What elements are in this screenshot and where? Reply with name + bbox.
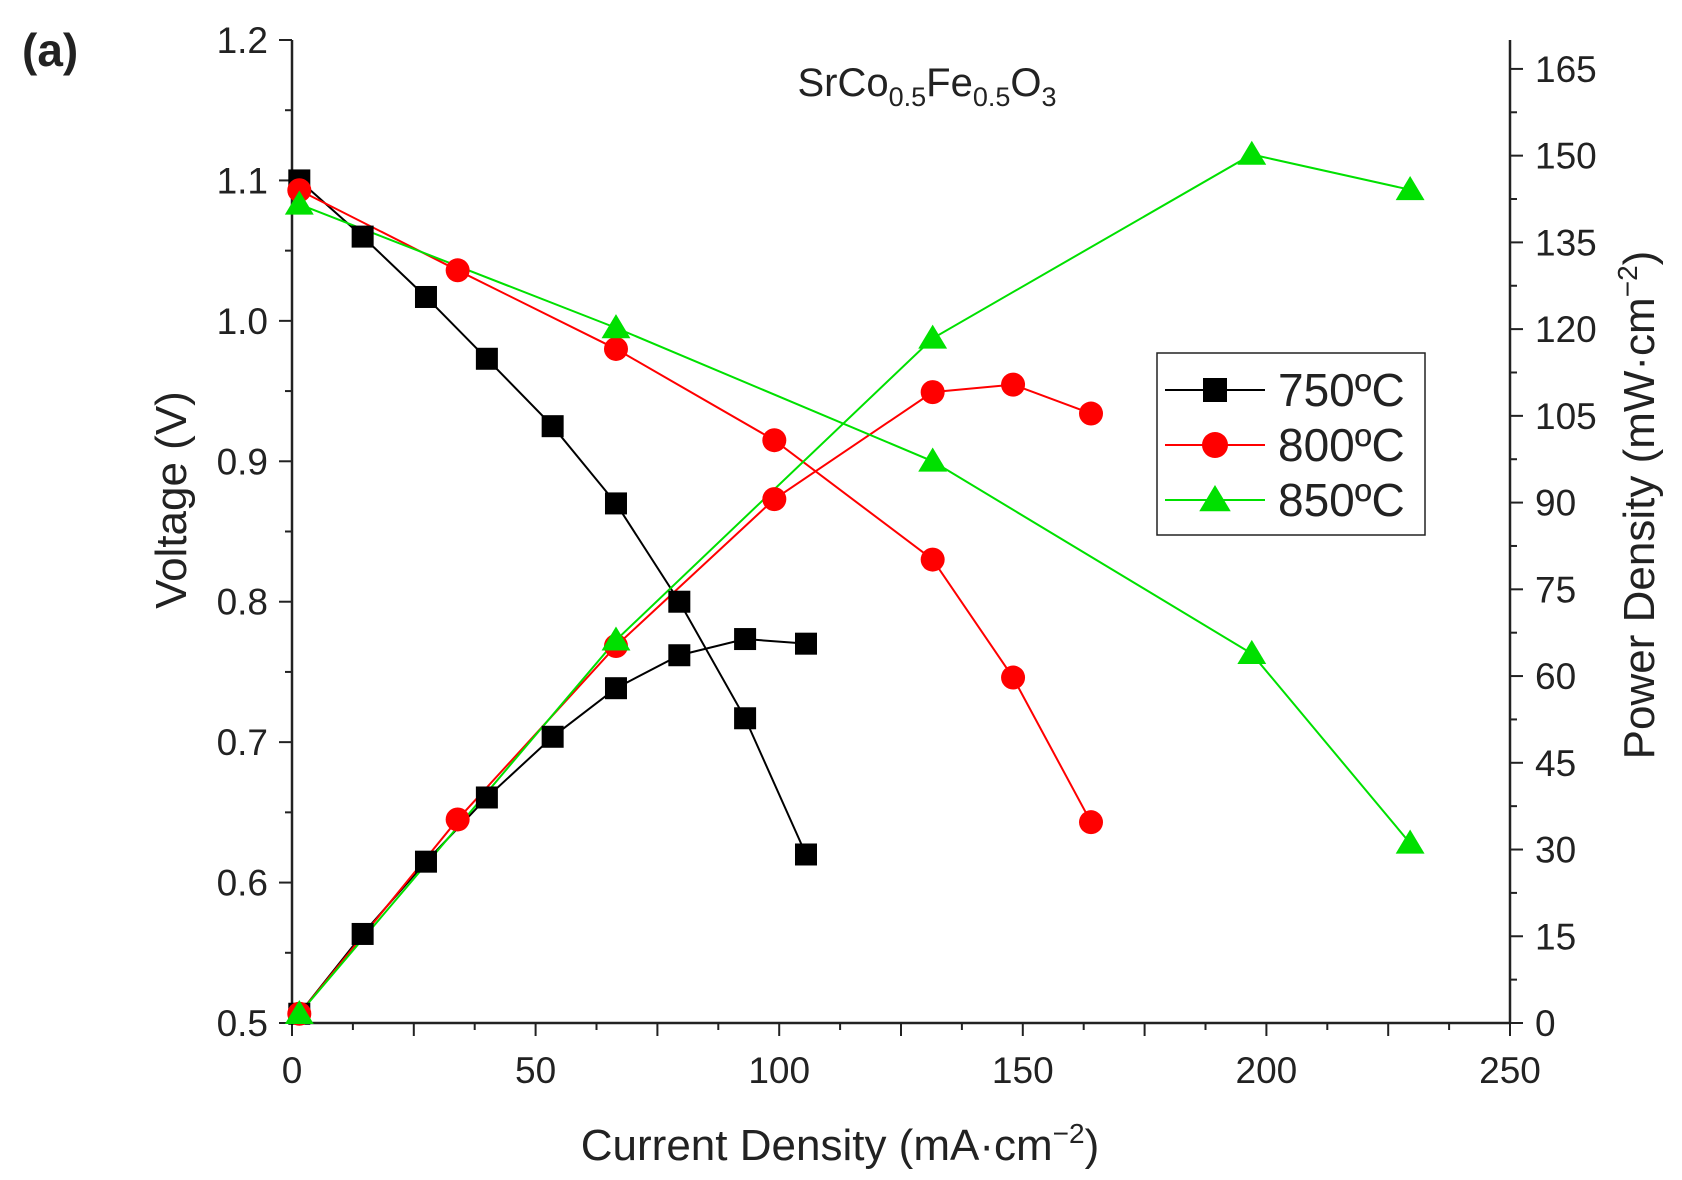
x-tick-label: 50	[515, 1050, 556, 1091]
power-point-750	[668, 644, 691, 667]
power-point-750	[734, 628, 757, 651]
y-right-tick-label: 135	[1535, 222, 1597, 263]
voltage-point-750	[351, 225, 374, 248]
chart-title: SrCo0.5Fe0.5O3	[797, 61, 1056, 112]
power-point-750	[414, 850, 437, 873]
x-axis-title: Current Density (mA·cm−2)	[581, 1118, 1099, 1170]
voltage-point-850	[284, 190, 314, 215]
voltage-point-800	[762, 428, 787, 453]
y-left-tick-label: 0.6	[217, 863, 268, 904]
power-point-850	[918, 324, 948, 349]
power-point-750	[475, 786, 498, 809]
power-point-750	[541, 725, 564, 748]
voltage-point-750	[475, 347, 498, 370]
power-point-800	[1079, 401, 1104, 426]
y-right-tick-label: 30	[1535, 830, 1576, 871]
x-tick-label: 200	[1236, 1050, 1298, 1091]
voltage-point-750	[541, 415, 564, 438]
y-left-tick-label: 0.9	[217, 441, 268, 482]
voltage-point-800	[603, 336, 628, 361]
power-point-850	[1237, 140, 1267, 165]
power-point-800	[762, 487, 787, 512]
power-point-750	[351, 922, 374, 945]
power-point-750	[794, 632, 817, 655]
voltage-point-800	[1079, 810, 1104, 835]
voltage-point-750	[794, 843, 817, 866]
voltage-point-800	[920, 547, 945, 572]
power-point-800	[445, 807, 470, 832]
power-point-750	[604, 677, 627, 700]
voltage-point-850	[1237, 639, 1267, 664]
y-right-tick-label: 0	[1535, 1003, 1556, 1044]
x-tick-label: 100	[748, 1050, 810, 1091]
y-right-tick-label: 165	[1535, 49, 1597, 90]
y-axis-right-title: Power Density (mW·cm−2)	[1612, 251, 1664, 760]
voltage-point-850	[1395, 829, 1425, 854]
y-right-tick-label: 105	[1535, 396, 1597, 437]
legend-marker-750	[1203, 378, 1227, 402]
y-right-tick-label: 60	[1535, 656, 1576, 697]
power-point-850	[284, 999, 314, 1025]
voltage-point-800	[445, 258, 470, 283]
y-right-tick-label: 75	[1535, 569, 1576, 610]
y-left-tick-label: 0.7	[217, 722, 268, 763]
legend-label-800: 800ºC	[1278, 419, 1405, 471]
voltage-point-850	[918, 447, 948, 472]
legend-marker-800	[1202, 432, 1228, 458]
y-left-tick-label: 0.8	[217, 582, 268, 623]
power-point-850	[601, 626, 631, 651]
voltage-point-750	[668, 590, 691, 613]
voltage-point-750	[604, 492, 627, 515]
y-left-tick-label: 1.2	[217, 20, 268, 61]
power-point-800	[920, 380, 945, 405]
x-tick-label: 0	[282, 1050, 303, 1091]
panel-label: (a)	[22, 24, 78, 76]
y-right-tick-label: 150	[1535, 136, 1597, 177]
voltage-point-750	[734, 707, 757, 730]
legend-marker-850	[1199, 485, 1231, 512]
y-right-tick-label: 15	[1535, 916, 1576, 957]
y-right-tick-label: 120	[1535, 309, 1597, 350]
series-markers	[284, 140, 1425, 1026]
y-right-tick-label: 45	[1535, 743, 1576, 784]
y-left-tick-label: 1.0	[217, 301, 268, 342]
y-right-tick-label: 90	[1535, 483, 1576, 524]
y-left-tick-label: 1.1	[217, 160, 268, 201]
y-left-tick-label: 0.5	[217, 1003, 268, 1044]
legend-label-850: 850ºC	[1278, 474, 1405, 526]
y-axis-left-title: Voltage (V)	[147, 391, 196, 609]
power-point-800	[1001, 372, 1026, 397]
power-point-850	[1395, 176, 1425, 201]
legend-label-750: 750ºC	[1278, 364, 1405, 416]
voltage-point-800	[287, 178, 312, 203]
voltage-point-850	[601, 314, 631, 339]
axis-ticks: 0 50 100 150 200 250 0.5 0.6 0.7 0.8 0.9 1.0 1.1 1.2 0…	[217, 20, 1597, 1091]
voltage-point-750	[414, 285, 437, 308]
x-tick-label: 150	[992, 1050, 1054, 1091]
voltage-point-800	[1001, 665, 1026, 690]
x-tick-label: 250	[1479, 1050, 1541, 1091]
